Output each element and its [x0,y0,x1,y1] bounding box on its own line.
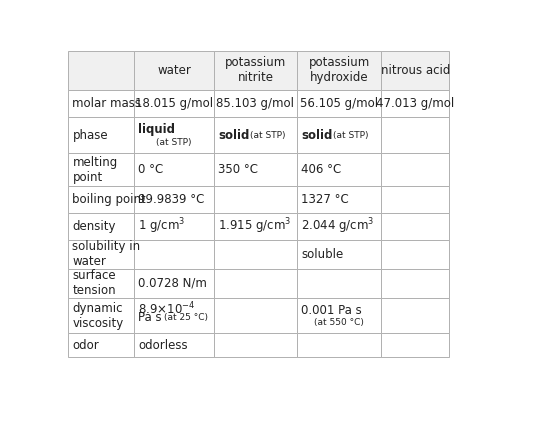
Bar [134,213,214,240]
Text: 406 °C: 406 °C [301,163,341,176]
Bar [381,333,449,357]
Text: (at 25 °C): (at 25 °C) [164,313,208,322]
Bar [134,333,214,357]
Text: (at STP): (at STP) [156,138,192,147]
Bar [68,51,134,90]
Bar [381,51,449,90]
Text: boiling point: boiling point [73,193,146,206]
Text: potassium
hydroxide: potassium hydroxide [308,57,370,84]
Bar [134,117,214,153]
Text: nitrous acid: nitrous acid [381,64,450,77]
Text: solid: solid [301,129,333,141]
Bar [381,298,449,333]
Bar [134,51,214,90]
Text: density: density [73,220,116,233]
Text: 8.9$\times$10$^{-4}$: 8.9$\times$10$^{-4}$ [138,301,195,317]
Text: 1.915 g/cm$^3$: 1.915 g/cm$^3$ [218,217,292,236]
Bar [68,298,134,333]
Bar [68,240,134,269]
Bar [214,117,297,153]
Bar [381,90,449,117]
Text: solid: solid [218,129,250,141]
Bar [381,213,449,240]
Bar [297,51,381,90]
Bar [381,269,449,298]
Bar [134,269,214,298]
Text: soluble: soluble [301,248,343,261]
Bar [297,213,381,240]
Text: odor: odor [73,339,99,352]
Bar [297,90,381,117]
Text: 0.0728 N/m: 0.0728 N/m [138,277,207,290]
Text: solubility in
water: solubility in water [73,241,141,268]
Bar [68,153,134,186]
Bar [214,153,297,186]
Bar [297,153,381,186]
Text: (at STP): (at STP) [333,131,369,140]
Bar [68,186,134,213]
Bar [214,186,297,213]
Text: 0 °C: 0 °C [138,163,163,176]
Bar [381,240,449,269]
Bar [214,269,297,298]
Text: phase: phase [73,129,108,141]
Bar [381,153,449,186]
Bar [297,333,381,357]
Bar [68,269,134,298]
Text: 0.001 Pa s: 0.001 Pa s [301,304,362,317]
Bar [134,90,214,117]
Bar [214,90,297,117]
Bar [297,298,381,333]
Text: odorless: odorless [138,339,188,352]
Text: 2.044 g/cm$^3$: 2.044 g/cm$^3$ [301,217,375,236]
Text: surface
tension: surface tension [73,269,116,297]
Text: 99.9839 °C: 99.9839 °C [138,193,204,206]
Bar [134,153,214,186]
Text: liquid: liquid [138,123,175,136]
Text: 85.103 g/mol: 85.103 g/mol [217,97,294,110]
Bar [214,333,297,357]
Bar [297,269,381,298]
Bar [134,186,214,213]
Text: 1327 °C: 1327 °C [301,193,349,206]
Text: water: water [157,64,191,77]
Text: (at 550 °C): (at 550 °C) [314,318,364,327]
Text: 350 °C: 350 °C [218,163,258,176]
Bar [68,90,134,117]
Text: molar mass: molar mass [73,97,141,110]
Text: dynamic
viscosity: dynamic viscosity [73,302,124,329]
Bar [381,117,449,153]
Text: potassium
nitrite: potassium nitrite [225,57,286,84]
Text: 18.015 g/mol: 18.015 g/mol [135,97,213,110]
Text: 47.013 g/mol: 47.013 g/mol [376,97,454,110]
Bar [214,298,297,333]
Bar [381,186,449,213]
Bar [214,240,297,269]
Bar [134,298,214,333]
Bar [214,213,297,240]
Bar [297,186,381,213]
Bar [297,117,381,153]
Text: 1 g/cm$^3$: 1 g/cm$^3$ [138,217,185,236]
Bar [68,117,134,153]
Bar [297,240,381,269]
Text: melting
point: melting point [73,156,118,184]
Bar [68,213,134,240]
Text: (at STP): (at STP) [250,131,286,140]
Text: 56.105 g/mol: 56.105 g/mol [300,97,378,110]
Bar [214,51,297,90]
Bar [134,240,214,269]
Text: Pa s: Pa s [138,311,162,324]
Bar [68,333,134,357]
